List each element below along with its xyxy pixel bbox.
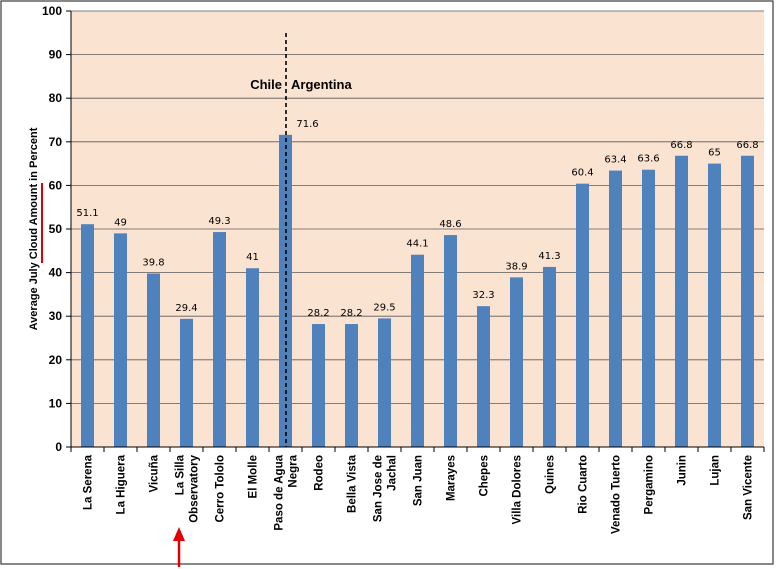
x-tick-label: San Juan [413,455,425,506]
data-label: 28.2 [340,308,362,319]
right-region-label: Argentina [291,77,352,92]
y-tick-label: 50 [49,222,63,236]
bar [642,169,655,448]
bar [147,273,160,447]
bar [213,232,226,447]
data-label: 29.4 [175,303,197,314]
bars [81,134,754,448]
bar [741,155,754,447]
y-tick-label: 20 [49,353,63,367]
x-tick-label: Jachal [387,455,399,491]
x-tick-label: Paso de Agua [274,454,286,530]
data-label: 49.3 [208,216,230,227]
y-tick-label: 90 [49,48,63,62]
x-tick-label: San Vicente [743,455,755,520]
data-label: 44.1 [406,239,428,250]
left-region-label: Chile [250,77,282,92]
data-label: 66.8 [670,140,692,151]
x-tick-label: Rio Cuarto [578,455,590,514]
bar [345,324,358,447]
bar [246,268,259,447]
data-label: 65 [708,148,721,159]
x-tick-label: Quines [545,455,557,494]
data-label: 28.2 [307,308,329,319]
bar [510,277,523,447]
bar [312,324,325,447]
data-labels: 51.1 49 39.8 29.4 49.3 41 71.6 28.2 28.2 29.5 44.1… [76,119,758,319]
data-label: 66.8 [736,140,758,151]
x-tick-label: El Molle [248,455,260,498]
highlight-arrow [173,527,185,567]
data-label: 38.9 [505,261,527,272]
bar [444,235,457,447]
x-tick-label: Cerro Tololo [215,455,227,523]
y-tick-label: 0 [55,440,62,454]
x-tick-label: Lujan [710,455,722,486]
x-tick-label: Chepes [479,455,491,497]
data-label: 49 [114,217,127,228]
bar [81,224,94,447]
x-tick-label: Marayes [446,455,458,501]
x-tick-label: Junin [677,455,689,486]
bar [477,306,490,447]
data-label: 63.4 [604,155,626,166]
data-label: 71.6 [296,119,318,130]
y-tick-label: 30 [49,309,63,323]
bar [411,254,424,447]
data-label: 63.6 [637,154,659,165]
x-tick-label: La Serena [83,454,95,510]
x-tick-label: Venado Tuerto [611,455,623,534]
data-label: 29.5 [373,302,395,313]
bar [543,266,556,447]
bar [708,163,721,447]
x-tick-label: Bella Vista [347,454,359,513]
data-label: 41.3 [538,251,560,262]
x-tick-label: Negra [288,454,300,487]
x-tick-label: Observatory [189,454,201,522]
y-tick-label: 80 [49,91,63,105]
data-label: 60.4 [571,168,593,179]
x-tick-label: Vicuña [149,454,161,492]
data-label: 41 [246,252,259,263]
bar [114,233,127,447]
y-tick-label: 40 [49,266,63,280]
y-axis-tick-labels: 0 10 20 30 40 50 60 70 80 90 100 [42,4,71,454]
bar [675,155,688,447]
data-label: 51.1 [76,208,98,219]
bar [378,318,391,447]
x-axis-category-labels: La Serena La Higuera Vicuña La Silla Observa… [70,447,765,534]
x-tick-label: Pergamino [644,455,656,514]
y-axis-label: Average July Cloud Amount in Percent [28,127,40,330]
bar [609,170,622,448]
y-tick-label: 10 [49,396,63,410]
data-label: 32.3 [472,290,494,301]
data-label: 39.8 [142,257,164,268]
y-tick-label: 60 [49,178,63,192]
x-tick-label: Villa Dolores [512,455,524,524]
x-tick-label: La Silla [175,454,187,495]
x-tick-label: La Higuera [116,454,128,514]
x-tick-label: San Jose de [373,455,385,522]
bar [279,134,292,447]
y-tick-label: 100 [42,4,62,18]
bar [180,318,193,447]
data-label: 48.6 [439,219,461,230]
x-tick-label: Rodeo [314,455,326,491]
bar [576,183,589,447]
y-tick-label: 70 [49,135,63,149]
